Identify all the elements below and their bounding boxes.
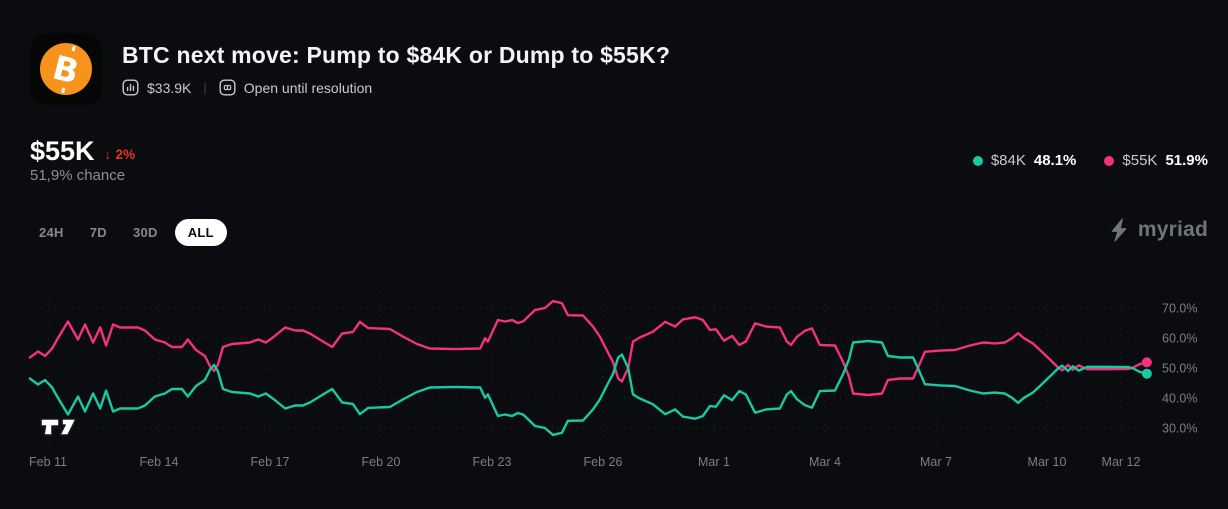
range-button-30d[interactable]: 30D bbox=[124, 219, 167, 246]
brand-name: myriad bbox=[1137, 218, 1208, 241]
chart-legend: $84K 48.1% $55K 51.9% bbox=[972, 152, 1208, 169]
probability-chart[interactable]: 30.0% 40.0% 50.0% 60.0% 70.0% Feb 11 Feb 14 Feb… bbox=[0, 280, 1228, 509]
time-range-tabs: 24H 7D 30D ALL bbox=[30, 219, 227, 246]
bitcoin-icon: B bbox=[30, 33, 102, 105]
svg-text:Mar 1: Mar 1 bbox=[698, 455, 730, 469]
svg-text:Feb 11: Feb 11 bbox=[29, 455, 67, 469]
svg-text:40.0%: 40.0% bbox=[1162, 392, 1197, 406]
tradingview-icon[interactable] bbox=[40, 416, 78, 443]
infinity-icon bbox=[219, 79, 236, 96]
svg-text:50.0%: 50.0% bbox=[1162, 362, 1197, 376]
range-button-24h[interactable]: 24H bbox=[30, 219, 73, 246]
svg-text:Feb 17: Feb 17 bbox=[251, 455, 290, 469]
svg-text:Mar 7: Mar 7 bbox=[920, 455, 952, 469]
volume-label: $33.9K bbox=[147, 79, 192, 96]
change-badge: ↓ 2% bbox=[104, 147, 136, 162]
pink-dot-icon bbox=[1104, 155, 1115, 166]
legend-item-84k: $84K 48.1% bbox=[972, 152, 1076, 169]
range-button-7d[interactable]: 7D bbox=[81, 219, 116, 246]
svg-text:Mar 4: Mar 4 bbox=[809, 455, 841, 469]
bitcoin-circle: B bbox=[34, 37, 98, 101]
svg-text:Feb 14: Feb 14 bbox=[140, 455, 179, 469]
range-button-all[interactable]: ALL bbox=[174, 219, 227, 246]
lightning-bolt-icon bbox=[1111, 218, 1127, 242]
svg-text:Feb 20: Feb 20 bbox=[362, 455, 401, 469]
svg-text:Feb 26: Feb 26 bbox=[584, 455, 623, 469]
page-title: BTC next move: Pump to $84K or Dump to $… bbox=[122, 42, 671, 68]
svg-text:Mar 10: Mar 10 bbox=[1028, 455, 1067, 469]
volume-icon bbox=[122, 79, 139, 96]
chance-label: 51,9% chance bbox=[30, 167, 126, 184]
chart-canvas[interactable]: 30.0% 40.0% 50.0% 60.0% 70.0% Feb 11 Feb 14 Feb… bbox=[0, 280, 1228, 509]
teal-dot-icon bbox=[972, 155, 983, 166]
legend-item-55k: $55K 51.9% bbox=[1104, 152, 1208, 169]
myriad-logo: myriad bbox=[1109, 218, 1208, 242]
svg-text:Feb 23: Feb 23 bbox=[473, 455, 512, 469]
meta-divider: | bbox=[203, 80, 207, 95]
outcome-price: $55K ↓ 2% bbox=[30, 136, 135, 167]
svg-text:60.0%: 60.0% bbox=[1162, 332, 1197, 346]
svg-text:Mar 12: Mar 12 bbox=[1102, 455, 1141, 469]
svg-text:70.0%: 70.0% bbox=[1162, 302, 1197, 316]
svg-text:30.0%: 30.0% bbox=[1162, 422, 1197, 436]
market-meta: $33.9K | Open until resolution bbox=[122, 79, 372, 96]
outcome-label: $55K bbox=[30, 136, 95, 166]
status-label: Open until resolution bbox=[243, 79, 373, 96]
